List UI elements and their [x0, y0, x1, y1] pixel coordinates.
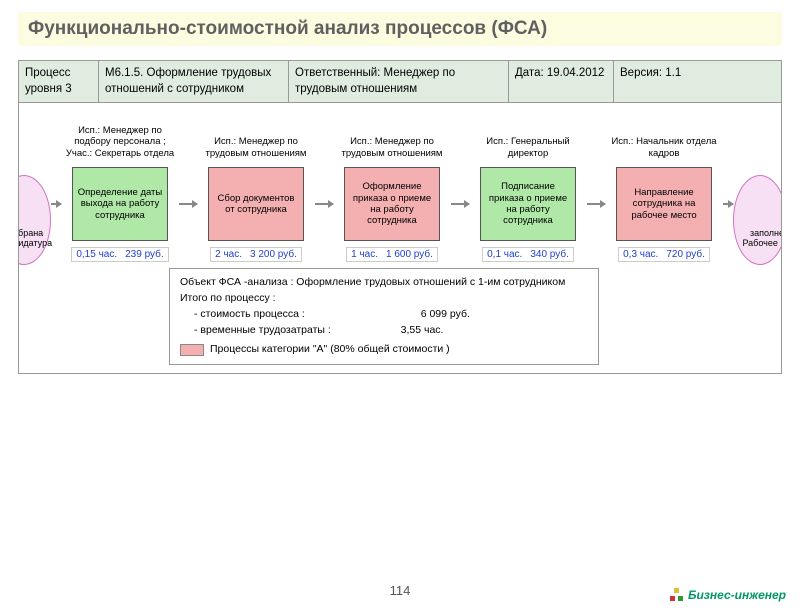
step-time: 0,1 час.: [487, 249, 522, 260]
step-box: Сбор документов от сотрудника: [208, 167, 304, 241]
header-cell: М6.1.5. Оформление трудовых отношений с …: [99, 61, 289, 102]
process-step: Исп.: Начальник отдела кадров Направление…: [605, 111, 723, 262]
flow-arrow: [587, 203, 605, 205]
summary-time-value: 3,55 час.: [401, 324, 444, 336]
flow-arrow: [451, 203, 469, 205]
step-performer: Исп.: Менеджер по трудовым отношениям: [197, 111, 315, 159]
step-metrics: 1 час. 1 600 руб.: [346, 247, 438, 262]
step-cost: 3 200 руб.: [250, 249, 297, 260]
legend-row: Процессы категории "А" (80% общей стоимо…: [180, 342, 588, 358]
process-step: Исп.: Менеджер по подбору персонала ; Уч…: [61, 111, 179, 262]
header-cell: Процесс уровня 3: [19, 61, 99, 102]
flow-arrow: [315, 203, 333, 205]
summary-line: Объект ФСА -анализа : Оформление трудовы…: [180, 275, 588, 291]
step-metrics: 0,1 час. 340 руб.: [482, 247, 574, 262]
step-performer: Исп.: Генеральный директор: [469, 111, 587, 159]
header-cell: Ответственный: Менеджер по трудовым отно…: [289, 61, 509, 102]
step-cost: 720 руб.: [666, 249, 705, 260]
flow-arrow: [51, 203, 61, 205]
step-box: Подписание приказа о приеме на работу со…: [480, 167, 576, 241]
header-cell: Версия: 1.1: [614, 61, 781, 102]
step-cost: 1 600 руб.: [386, 249, 433, 260]
diagram-area: выбрана Кандидатура Исп.: Менеджер по под…: [19, 103, 781, 373]
summary-cost-value: 6 099 руб.: [421, 308, 470, 320]
step-metrics: 0,15 час. 239 руб.: [71, 247, 168, 262]
summary-cost-label: - стоимость процесса :: [194, 308, 305, 320]
flow-arrow: [723, 203, 733, 205]
end-terminator: заполне Рабочее ме: [733, 175, 781, 265]
legend-text: Процессы категории "А" (80% общей стоимо…: [210, 342, 450, 358]
step-time: 2 час.: [215, 249, 242, 260]
summary-cost: - стоимость процесса : 6 099 руб.: [180, 307, 588, 323]
header-row: Процесс уровня 3 М6.1.5. Оформление труд…: [19, 61, 781, 103]
step-metrics: 2 час. 3 200 руб.: [210, 247, 302, 262]
step-metrics: 0,3 час. 720 руб.: [618, 247, 710, 262]
summary-line: Итого по процессу :: [180, 291, 588, 307]
header-cell: Дата: 19.04.2012: [509, 61, 614, 102]
step-time: 1 час.: [351, 249, 378, 260]
step-box: Оформление приказа о приеме на работу со…: [344, 167, 440, 241]
step-performer: Исп.: Менеджер по подбору персонала ; Уч…: [61, 111, 179, 159]
step-time: 0,3 час.: [623, 249, 658, 260]
process-step: Исп.: Менеджер по трудовым отношениям Сбо…: [197, 111, 315, 262]
legend-swatch: [180, 344, 204, 356]
summary-time: - временные трудозатраты : 3,55 час.: [180, 323, 588, 339]
start-label: выбрана Кандидатура: [19, 228, 60, 248]
process-step: Исп.: Менеджер по трудовым отношениям Офо…: [333, 111, 451, 262]
step-performer: Исп.: Начальник отдела кадров: [605, 111, 723, 159]
process-step: Исп.: Генеральный директор Подписание при…: [469, 111, 587, 262]
step-box: Направление сотрудника на рабочее место: [616, 167, 712, 241]
end-label: заполне Рабочее ме: [732, 228, 781, 248]
summary-time-label: - временные трудозатраты :: [194, 324, 331, 336]
process-frame: Процесс уровня 3 М6.1.5. Оформление труд…: [18, 60, 782, 374]
flow-arrow: [179, 203, 197, 205]
step-performer: Исп.: Менеджер по трудовым отношениям: [333, 111, 451, 159]
step-time: 0,15 час.: [76, 249, 117, 260]
summary-box: Объект ФСА -анализа : Оформление трудовы…: [169, 268, 599, 365]
step-cost: 340 руб.: [530, 249, 569, 260]
flow-row: выбрана Кандидатура Исп.: Менеджер по под…: [19, 111, 781, 265]
start-terminator: выбрана Кандидатура: [19, 175, 51, 265]
step-box: Определение даты выхода на работу сотруд…: [72, 167, 168, 241]
page-title: Функционально-стоимостной анализ процесс…: [18, 12, 782, 46]
step-cost: 239 руб.: [125, 249, 164, 260]
